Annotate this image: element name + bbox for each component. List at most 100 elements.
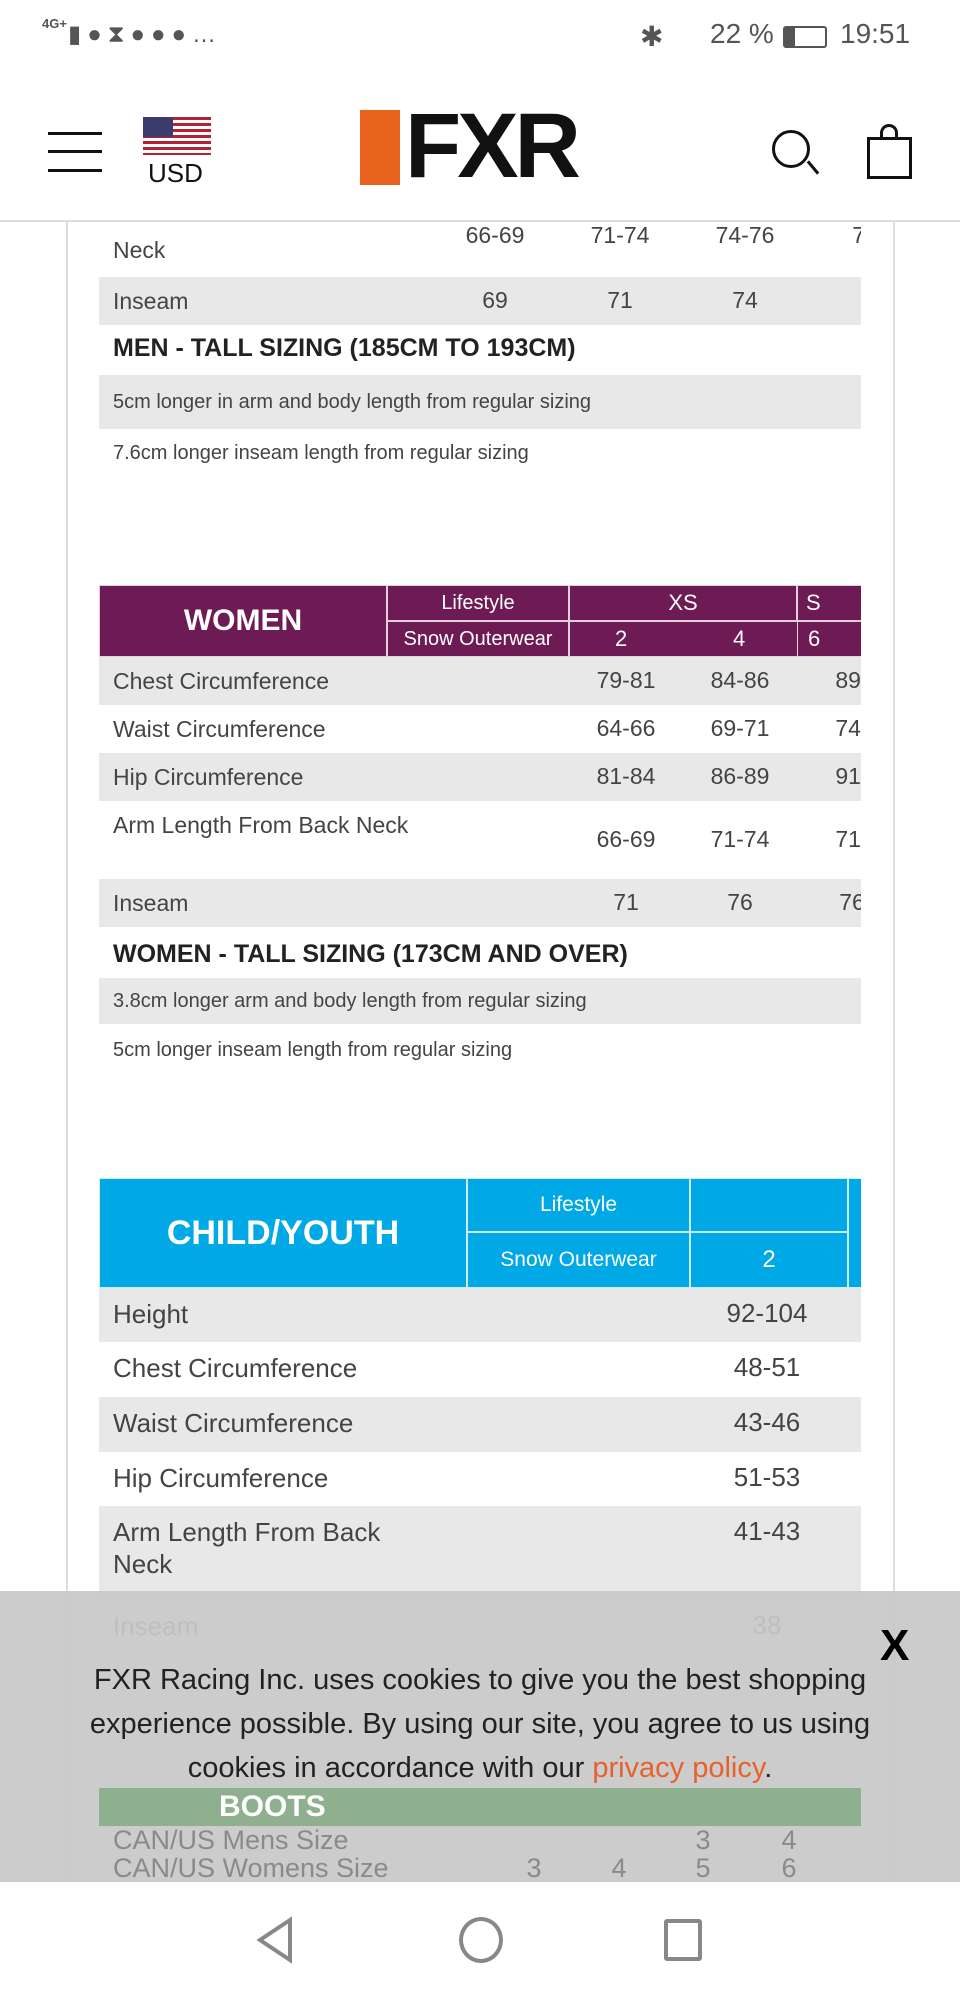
row-label: CAN/US Mens Size [113,1825,349,1855]
men-tall-heading: MEN - TALL SIZING (185CM TO 193CM) [113,334,576,362]
notification-icons: ▮●⧗●●●… [68,21,223,48]
android-nav-bar [0,1882,960,1991]
child-table-header: CHILD/YOUTH Lifestyle Snow Outerwear 2 [99,1178,861,1288]
row-label: Height [113,1299,189,1329]
cell: 76 [839,889,861,915]
table-row: Hip Circumference 51-53 [99,1452,861,1506]
cell: 5 [695,1853,711,1883]
row-label: Hip Circumference [113,1463,329,1493]
lifestyle-label: Lifestyle [467,1178,690,1232]
table-row: 3.8cm longer arm and body length from re… [99,978,861,1024]
cell: 76 [727,889,753,915]
row-label: Chest Circumference [113,1353,358,1383]
cell: 74 [732,287,758,313]
back-icon[interactable] [254,1916,296,1964]
table-row: Inseam 71 76 76 [99,879,861,927]
battery-icon [783,26,827,48]
table-row: Hip Circumference 81-84 86-89 91- [99,753,861,801]
table-row: Chest Circumference 48-51 [99,1342,861,1397]
table-row: Neck 66-69 71-74 74-76 74 [99,212,861,277]
cell: 6 [781,1853,797,1883]
cell: 66-69 [465,222,525,248]
cell: 69 [482,287,508,313]
size: 4 [733,626,746,651]
cart-icon[interactable] [867,124,912,179]
table-row: Chest Circumference 79-81 84-86 89- [99,657,861,705]
cell: 71 [613,889,639,915]
size: 2 [690,1232,848,1288]
cell: 3 [526,1853,542,1883]
cell: 3 [695,1825,711,1855]
row-label: Hip Circumference [113,764,304,790]
us-flag-icon[interactable] [143,117,211,155]
cell: 48-51 [733,1352,801,1382]
row-label: Inseam [113,890,189,916]
row-label: CAN/US Womens Size [113,1853,389,1883]
home-icon[interactable] [459,1917,503,1963]
note: 3.8cm longer arm and body length from re… [113,990,587,1012]
site-header: USD FXR [0,70,960,222]
cell: 89- [835,667,861,693]
table-row: Arm Length From Back Neck 66-69 71-74 71- [99,801,861,879]
size-group: S [797,585,861,621]
logo[interactable]: FXR [405,95,581,197]
privacy-policy-link[interactable]: privacy policy [592,1752,765,1784]
child-title: CHILD/YOUTH [99,1178,467,1288]
row-label: Chest Circumference [113,668,330,694]
note: 7.6cm longer inseam length from regular … [113,442,529,464]
size-group: XS [569,585,797,621]
cell: 64-66 [596,715,656,741]
cell: 51-53 [733,1462,801,1492]
cookie-text: FXR Racing Inc. uses cookies to give you… [60,1658,900,1790]
clock: 19:51 [840,18,911,49]
table-row: CAN/US Mens Size 3 4 [99,1827,861,1854]
cell: 71-74 [710,826,770,852]
logo-mark [360,110,400,185]
row-label: Arm Length From Back Neck [113,812,409,838]
boots-header: BOOTS [99,1788,861,1826]
cell: 4 [781,1825,797,1855]
table-row: CAN/US Womens Size 3 4 5 6 [99,1855,861,1882]
cell: 92-104 [726,1298,808,1328]
cell: 74- [835,715,861,741]
cell: 84-86 [710,667,770,693]
cell: 66-69 [596,826,656,852]
table-row: Inseam 69 71 74 [99,277,861,325]
table-row: 7.6cm longer inseam length from regular … [99,429,861,479]
cell: 43-46 [733,1407,801,1437]
table-row: Waist Circumference 64-66 69-71 74- [99,705,861,753]
status-bar: 4G+ ▮●⧗●●●… ✱ 22 % 19:51 [0,0,960,70]
row-label: Waist Circumference [113,1408,354,1438]
bluetooth-icon: ✱ [640,21,664,52]
size: 6 [797,621,861,657]
note: 5cm longer inseam length from regular si… [113,1039,513,1061]
currency-selector[interactable]: USD [148,158,203,188]
row-label: Waist Circumference [113,716,326,742]
recents-icon[interactable] [664,1919,702,1961]
cell: 4 [611,1853,627,1883]
cell: 91- [835,763,861,789]
row-label: Inseam [113,288,189,314]
cookie-period: . [764,1752,773,1784]
women-tall-heading: WOMEN - TALL SIZING (173CM AND OVER) [113,940,628,968]
search-icon[interactable] [772,130,820,175]
size-cell [848,1178,861,1288]
table-row: 5cm longer in arm and body length from r… [99,375,861,429]
close-cookie-button[interactable]: X [880,1621,910,1670]
table-row: Arm Length From Back Neck 41-43 [99,1506,861,1600]
menu-icon[interactable] [48,132,102,172]
battery-percent: 22 % [710,18,774,49]
size: 2 [615,626,628,651]
network-indicator: 4G+ [42,16,67,31]
cell: 74-76 [715,222,775,248]
cell: 69-71 [710,715,770,741]
table-row: Height 92-104 [99,1288,861,1342]
cell: 71-74 [590,222,650,248]
cell: 41-43 [733,1516,801,1546]
snow-outerwear-label: Snow Outerwear [387,621,569,657]
size-group [690,1178,848,1232]
table-row: Waist Circumference 43-46 [99,1397,861,1452]
table-row: 5cm longer inseam length from regular si… [99,1024,861,1072]
